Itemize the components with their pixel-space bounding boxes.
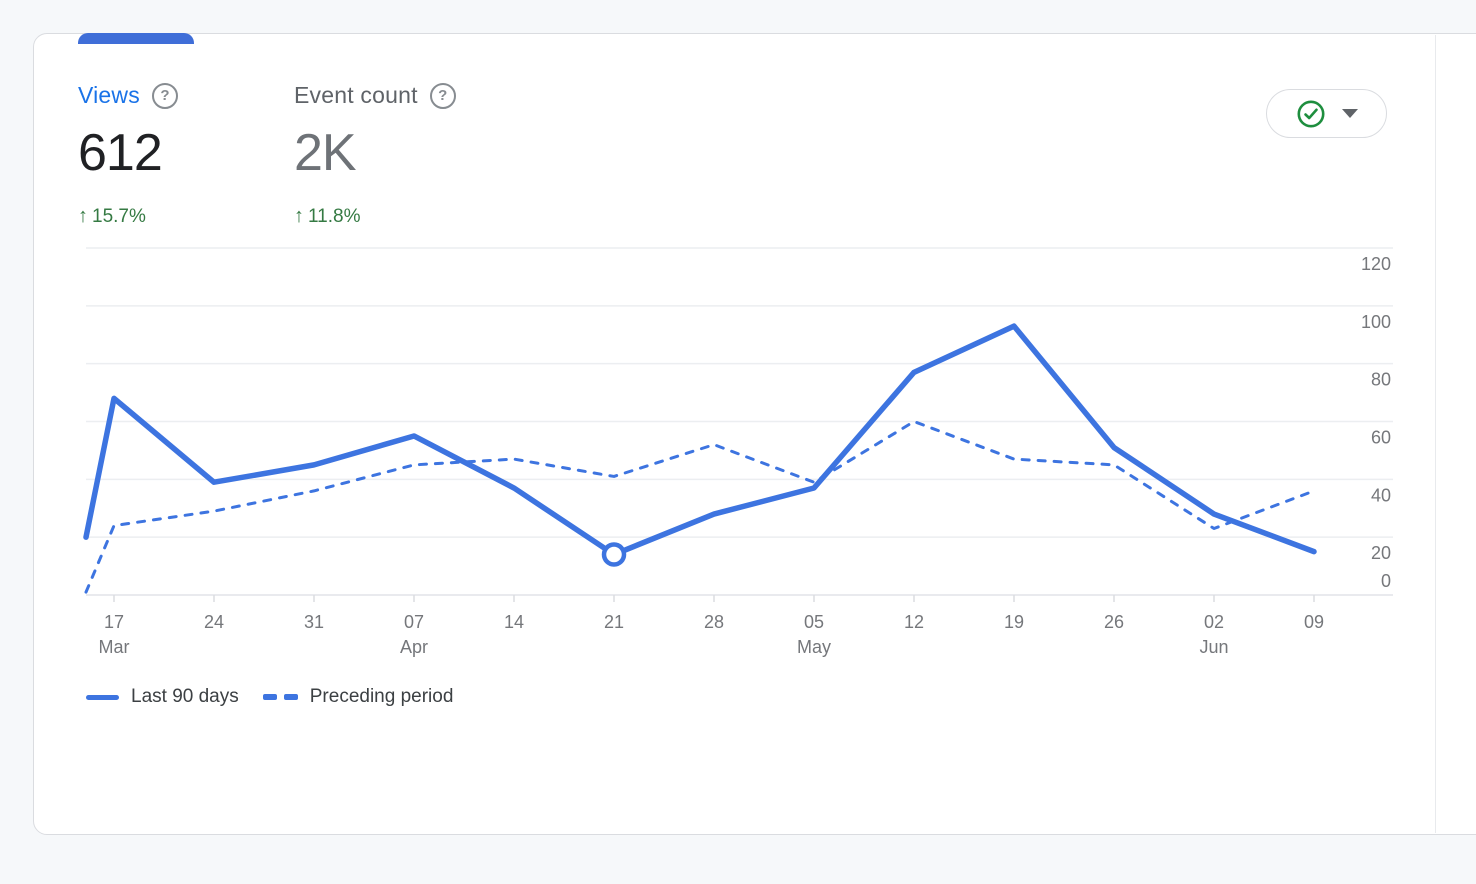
active-tab-indicator (78, 33, 194, 44)
svg-text:0: 0 (1381, 571, 1391, 591)
metric-views-change: ↑ 15.7% (78, 205, 178, 228)
svg-text:26: 26 (1104, 612, 1124, 632)
status-ok-icon (1297, 100, 1324, 127)
data-quality-dropdown-button[interactable] (1266, 89, 1387, 138)
svg-text:05: 05 (804, 612, 824, 632)
svg-text:28: 28 (704, 612, 724, 632)
help-icon[interactable]: ? (151, 82, 178, 109)
metric-views-change-value: 15.7% (92, 205, 146, 227)
metric-views-value: 612 (78, 124, 163, 182)
svg-text:Jun: Jun (1199, 637, 1228, 657)
legend-item-last-90-days: Last 90 days (86, 686, 239, 708)
svg-text:120: 120 (1361, 254, 1391, 274)
svg-text:Mar: Mar (99, 637, 130, 657)
help-icon[interactable]: ? (429, 82, 456, 109)
metric-views-tab[interactable]: Views ? (78, 82, 178, 109)
svg-text:20: 20 (1371, 543, 1391, 563)
analytics-summary-card: Views ? 612 ↑ 15.7% Event count ? 2K ↑ 1… (33, 33, 1476, 835)
dashed-line-swatch-icon (262, 694, 298, 700)
svg-text:07: 07 (404, 612, 424, 632)
card-right-divider (1435, 35, 1436, 833)
legend-label: Preceding period (309, 686, 454, 707)
svg-text:May: May (797, 637, 831, 657)
svg-text:80: 80 (1371, 370, 1391, 390)
chevron-down-icon (1341, 109, 1358, 118)
metric-event-count-tab[interactable]: Event count ? (294, 82, 456, 109)
svg-text:12: 12 (904, 612, 924, 632)
svg-text:60: 60 (1371, 428, 1391, 448)
svg-text:09: 09 (1304, 612, 1324, 632)
svg-text:24: 24 (204, 612, 224, 632)
metric-event-count-change: ↑ 11.8% (294, 205, 456, 228)
svg-text:40: 40 (1371, 485, 1391, 505)
svg-text:14: 14 (504, 612, 524, 632)
metric-event-count: Event count ? 2K ↑ 11.8% (294, 82, 456, 228)
svg-text:31: 31 (304, 612, 324, 632)
solid-line-swatch-icon (86, 694, 119, 700)
svg-text:21: 21 (604, 612, 624, 632)
legend-label: Last 90 days (131, 686, 239, 707)
chart-legend: Last 90 days Preceding period (86, 686, 453, 708)
legend-item-preceding-period: Preceding period (262, 686, 454, 708)
svg-text:02: 02 (1204, 612, 1224, 632)
svg-text:Apr: Apr (400, 637, 428, 657)
metric-event-count-change-value: 11.8% (308, 205, 361, 227)
svg-text:17: 17 (104, 612, 124, 632)
metric-event-count-value: 2K (294, 124, 357, 182)
svg-text:19: 19 (1004, 612, 1024, 632)
trend-up-icon: ↑ (294, 205, 304, 227)
trend-up-icon: ↑ (78, 205, 88, 227)
metric-views-label[interactable]: Views (78, 82, 140, 108)
svg-text:100: 100 (1361, 312, 1391, 332)
metric-views: Views ? 612 ↑ 15.7% (78, 82, 178, 228)
metric-event-count-label[interactable]: Event count (294, 82, 418, 108)
